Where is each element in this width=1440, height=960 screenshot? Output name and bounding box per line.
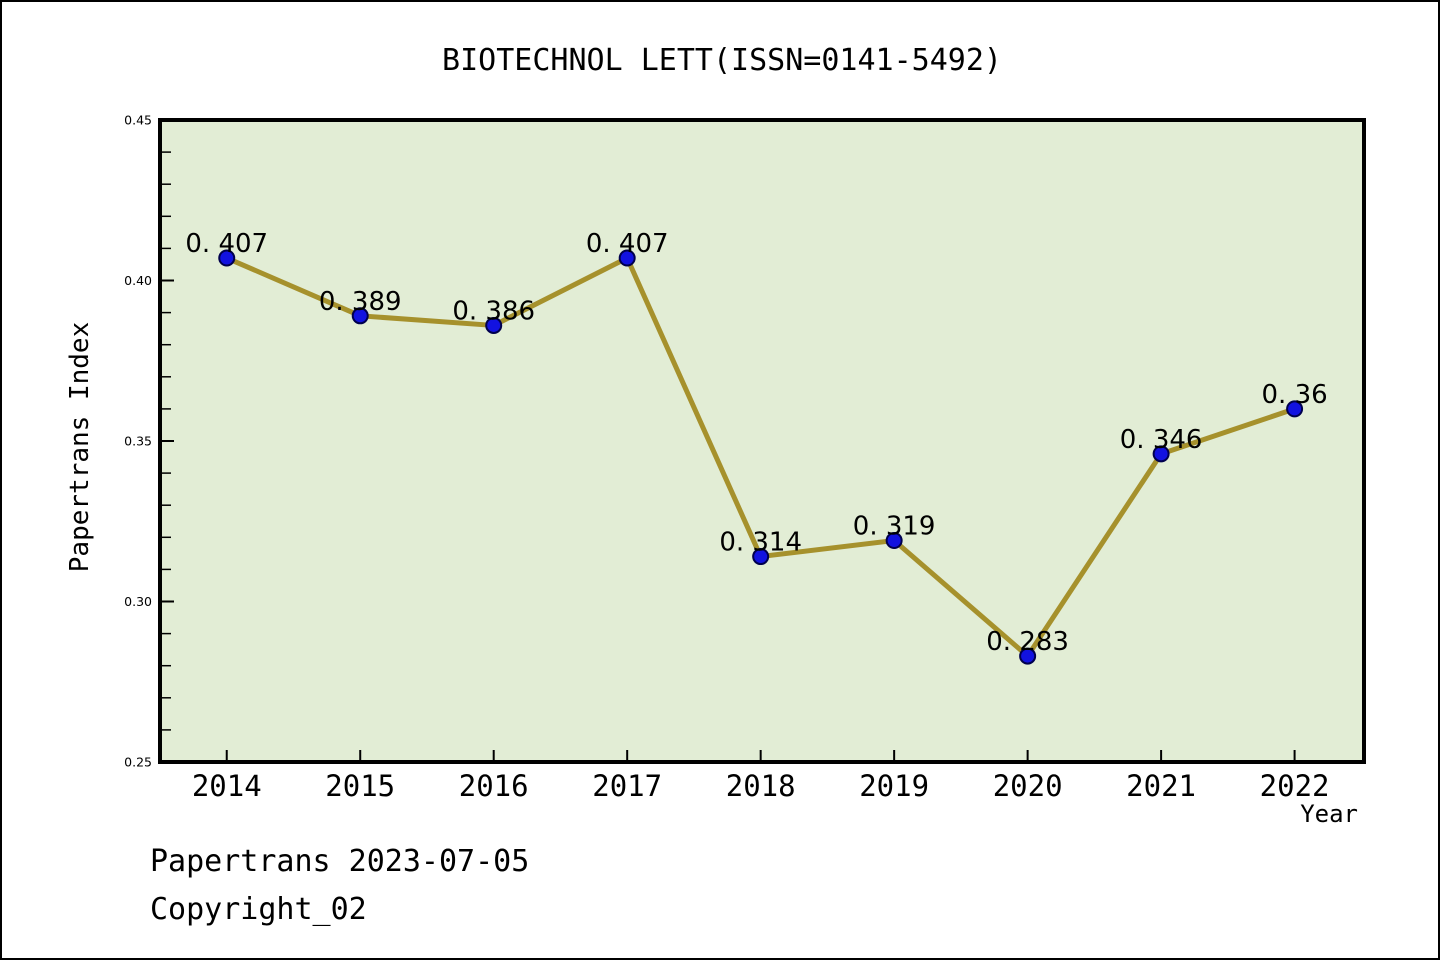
y-axis-tick-label: 0.35 bbox=[124, 434, 152, 449]
data-point bbox=[1019, 647, 1037, 665]
footer-attribution: Papertrans 2023-07-05 bbox=[150, 844, 530, 879]
data-point-label: 0. 314 bbox=[719, 528, 802, 558]
x-axis-tick-label: 2018 bbox=[726, 769, 796, 803]
chart-title: BIOTECHNOL LETT(ISSN=0141-5492) bbox=[442, 43, 1002, 78]
data-point-label: 0. 283 bbox=[986, 627, 1069, 657]
plot-area bbox=[158, 118, 1366, 764]
y-axis-tick-label: 0.40 bbox=[124, 273, 152, 288]
x-axis-tick-label: 2014 bbox=[192, 769, 262, 803]
data-point-label: 0. 389 bbox=[319, 287, 402, 317]
x-axis-tick-label: 2021 bbox=[1126, 769, 1196, 803]
data-point bbox=[1152, 445, 1170, 463]
data-point bbox=[485, 316, 503, 334]
x-axis-tick-label: 2017 bbox=[592, 769, 662, 803]
data-point-label: 0. 386 bbox=[452, 296, 535, 326]
x-axis-tick-label: 2022 bbox=[1260, 769, 1330, 803]
data-point bbox=[351, 307, 369, 325]
data-point bbox=[618, 249, 636, 267]
data-point bbox=[218, 249, 236, 267]
x-axis-tick-label: 2015 bbox=[325, 769, 395, 803]
data-point bbox=[1286, 400, 1304, 418]
y-axis-tick-label: 0.45 bbox=[124, 113, 152, 128]
x-axis-tick-label: 2016 bbox=[459, 769, 529, 803]
y-axis-tick-label: 0.30 bbox=[124, 594, 152, 609]
x-axis-label: Year bbox=[1300, 800, 1358, 828]
data-point bbox=[752, 548, 770, 566]
x-axis-tick-label: 2019 bbox=[859, 769, 929, 803]
footer-copyright: Copyright_02 bbox=[150, 892, 367, 927]
x-axis-tick-label: 2020 bbox=[993, 769, 1063, 803]
data-point-label: 0. 407 bbox=[586, 229, 669, 259]
data-point-label: 0. 36 bbox=[1262, 380, 1328, 410]
data-point-label: 0. 319 bbox=[853, 512, 936, 542]
data-point-label: 0. 346 bbox=[1120, 425, 1203, 455]
data-point-label: 0. 407 bbox=[185, 229, 268, 259]
y-axis-tick-label: 0.25 bbox=[124, 755, 152, 770]
data-point bbox=[885, 532, 903, 550]
